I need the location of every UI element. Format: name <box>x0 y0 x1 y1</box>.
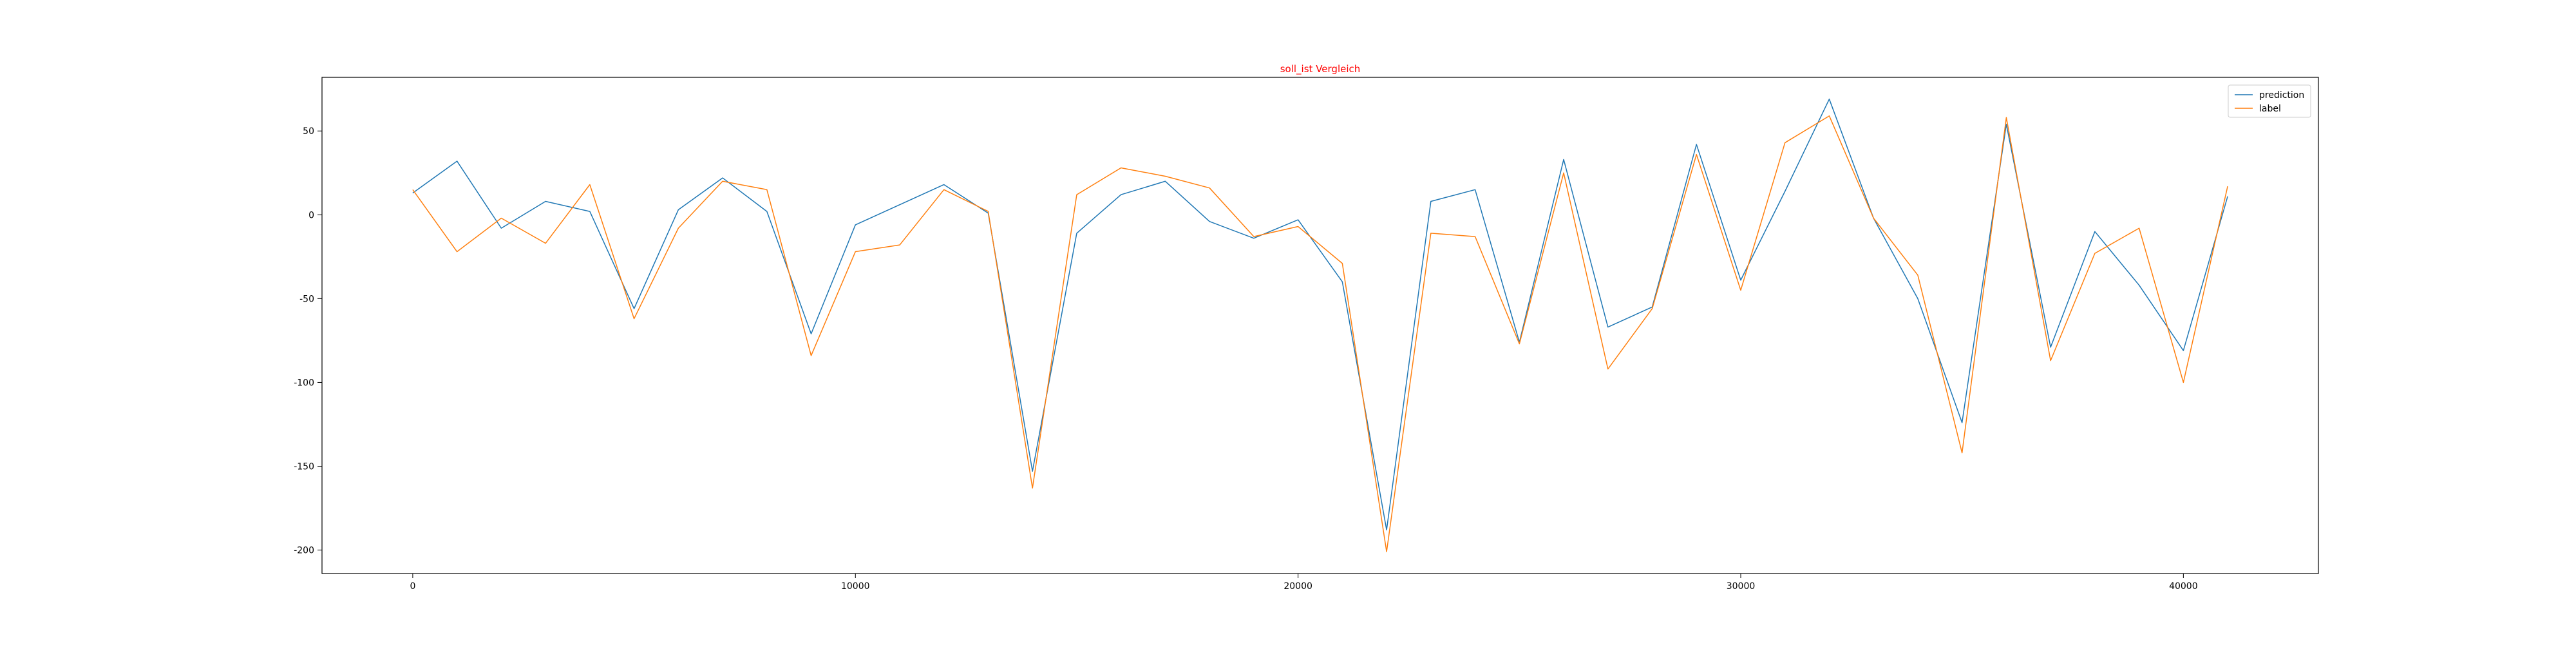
series-line-label <box>412 115 2228 552</box>
legend: prediction label <box>2228 84 2311 118</box>
y-tick-label: 50 <box>303 126 314 137</box>
x-axis: 0 10000 20000 30000 40000 <box>410 574 2198 592</box>
y-tick-label: -100 <box>294 378 314 388</box>
y-tick-label: -150 <box>294 462 314 472</box>
y-tick-label: -50 <box>299 294 314 304</box>
x-tick-label: 10000 <box>841 581 870 592</box>
legend-label-label: label <box>2259 104 2281 114</box>
legend-box <box>2228 84 2311 118</box>
x-tick-label: 0 <box>410 581 415 592</box>
series-lines <box>412 99 2228 552</box>
y-tick-label: -200 <box>294 546 314 556</box>
x-tick-label: 20000 <box>1283 581 1312 592</box>
x-tick-label: 30000 <box>1727 581 1756 592</box>
y-tick-label: 0 <box>308 210 314 220</box>
x-tick-label: 40000 <box>2169 581 2198 592</box>
plot-frame <box>321 77 2319 574</box>
y-axis: 50 0 -50 -100 -150 -200 <box>294 126 322 556</box>
legend-label-prediction: prediction <box>2259 90 2304 101</box>
series-line-prediction <box>412 99 2228 531</box>
chart-title: soll_ist Vergleich <box>1280 63 1361 75</box>
